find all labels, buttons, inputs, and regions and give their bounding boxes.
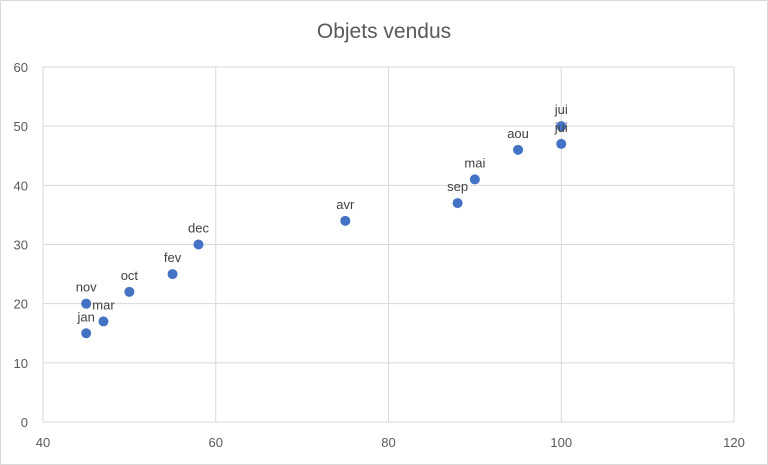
- data-point: [124, 286, 135, 297]
- data-points: [81, 121, 567, 339]
- data-point: [556, 138, 567, 149]
- data-point: [469, 174, 480, 185]
- data-point: [556, 121, 567, 132]
- data-labels: jan fev mar avr mai jui jui aou sep oct nov dec: [76, 102, 568, 324]
- data-point: [193, 239, 204, 250]
- y-tick-label: 40: [14, 178, 28, 193]
- data-label: sep: [447, 179, 468, 194]
- y-tick-label: 60: [14, 60, 28, 75]
- y-tick-label: 50: [14, 119, 28, 134]
- data-label: jui: [554, 120, 568, 135]
- data-label: jan: [77, 309, 95, 324]
- data-point: [513, 144, 524, 155]
- data-label: oct: [121, 268, 139, 283]
- data-point: [81, 298, 92, 309]
- data-point: [98, 316, 109, 327]
- x-tick-label: 100: [550, 435, 572, 450]
- y-axis-tick-labels: 0 10 20 30 40 50 60: [14, 60, 28, 430]
- data-label: jui: [554, 102, 568, 117]
- y-tick-label: 10: [14, 356, 28, 371]
- data-point: [81, 328, 92, 339]
- data-label: mar: [92, 297, 115, 312]
- data-label: nov: [76, 280, 97, 295]
- data-label: mai: [464, 155, 485, 170]
- data-point: [340, 215, 351, 226]
- x-axis-tick-labels: 40 60 80 100 120: [36, 435, 745, 450]
- y-tick-label: 20: [14, 297, 28, 312]
- y-tick-label: 30: [14, 238, 28, 253]
- data-label: aou: [507, 126, 529, 141]
- y-tick-label: 0: [21, 415, 28, 430]
- x-tick-label: 120: [723, 435, 745, 450]
- data-label: dec: [188, 221, 209, 236]
- horizontal-gridlines: [43, 66, 734, 423]
- x-tick-label: 60: [209, 435, 223, 450]
- x-tick-label: 80: [381, 435, 395, 450]
- data-label: avr: [336, 197, 355, 212]
- data-point: [167, 269, 178, 280]
- chart-title: Objets vendus: [317, 20, 451, 43]
- data-point: [452, 198, 463, 209]
- data-label: fev: [164, 250, 182, 265]
- x-tick-label: 40: [36, 435, 50, 450]
